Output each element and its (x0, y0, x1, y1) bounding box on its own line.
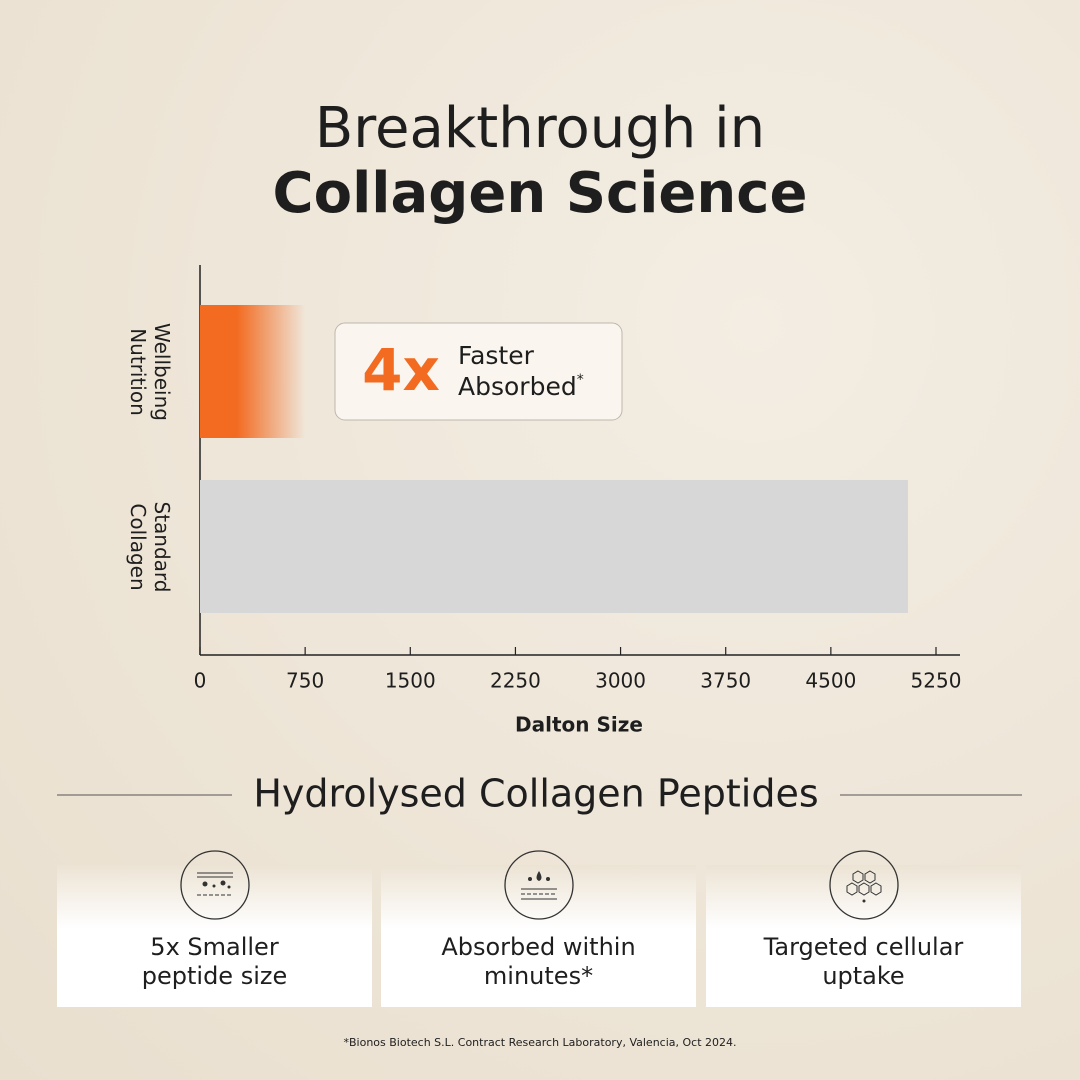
feature-card: 5x Smaller peptide size (57, 850, 372, 1007)
icon (504, 850, 574, 920)
feature-card: Targeted cellular uptake (706, 850, 1021, 1007)
chart-title: Breakthrough in (315, 96, 765, 161)
annotation-text: Faster (458, 341, 535, 370)
feature-card: Absorbed within minutes* (381, 850, 696, 1007)
card-text: 5x Smaller peptide size (141, 933, 288, 990)
x-tick-label: 3750 (700, 669, 751, 693)
card-text: Targeted cellular uptake (763, 933, 964, 990)
x-tick-label: 5250 (911, 669, 962, 693)
bar (200, 305, 306, 438)
x-tick-label: 4500 (805, 669, 856, 693)
x-tick-label: 3000 (595, 669, 646, 693)
icon (829, 850, 899, 920)
x-tick-label: 2250 (490, 669, 541, 693)
annotation-big: 4x (362, 336, 440, 404)
x-tick-label: 1500 (385, 669, 436, 693)
y-tick-label: Wellbeing Nutrition (126, 323, 174, 421)
bar (200, 480, 908, 613)
x-axis-label: Dalton Size (515, 713, 643, 737)
section-title: Hydrolysed Collagen Peptides (253, 772, 818, 816)
annotation-mark: * (577, 372, 584, 388)
icon (180, 850, 250, 920)
x-tick-label: 750 (286, 669, 324, 693)
chart-title: Collagen Science (273, 161, 808, 226)
annotation-box (334, 322, 623, 421)
footnote: *Bionos Biotech S.L. Contract Research L… (343, 1036, 736, 1049)
y-tick-label: Standard Collagen (126, 501, 174, 593)
card-text: Absorbed within minutes* (441, 933, 636, 990)
annotation-text: Absorbed* (458, 372, 584, 401)
x-tick-label: 0 (194, 669, 207, 693)
annotation-text: Absorbed (458, 372, 577, 401)
